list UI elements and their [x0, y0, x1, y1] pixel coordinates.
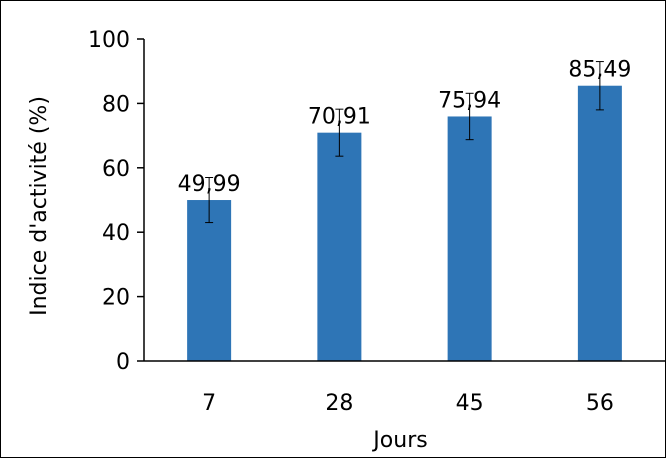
x-tick-label: 56 [586, 391, 614, 416]
bar [187, 200, 232, 361]
error-bar [335, 108, 344, 157]
x-tick-label: 45 [456, 391, 484, 416]
data-label: 49,99 [178, 172, 241, 197]
y-tick-label: 40 [102, 221, 130, 246]
error-bars [205, 61, 604, 224]
data-label: 70,91 [308, 105, 371, 130]
x-axis-title: Jours [371, 428, 427, 453]
error-bar [595, 61, 604, 111]
bar [317, 132, 362, 361]
y-tick-label: 100 [88, 28, 130, 53]
x-axis-ticks: 7 28 45 56 [202, 391, 614, 416]
data-label: 75,94 [438, 88, 501, 113]
bar [447, 116, 492, 361]
bar [577, 85, 622, 361]
y-tick-label: 20 [102, 286, 130, 311]
data-label: 85,49 [568, 58, 631, 83]
error-bar [205, 176, 214, 224]
error-bar [465, 92, 474, 141]
data-labels: 49,99 70,91 75,94 85,49 [178, 58, 632, 197]
x-tick-label: 28 [325, 391, 353, 416]
bars [187, 85, 622, 361]
y-tick-label: 80 [102, 92, 130, 117]
x-tick-label: 7 [202, 391, 216, 416]
y-axis-ticks: 0 20 40 60 80 100 [88, 28, 144, 375]
y-axis-title: Indice d'activité (%) [27, 96, 52, 316]
y-tick-label: 60 [102, 157, 130, 182]
y-tick-label: 0 [116, 350, 130, 375]
